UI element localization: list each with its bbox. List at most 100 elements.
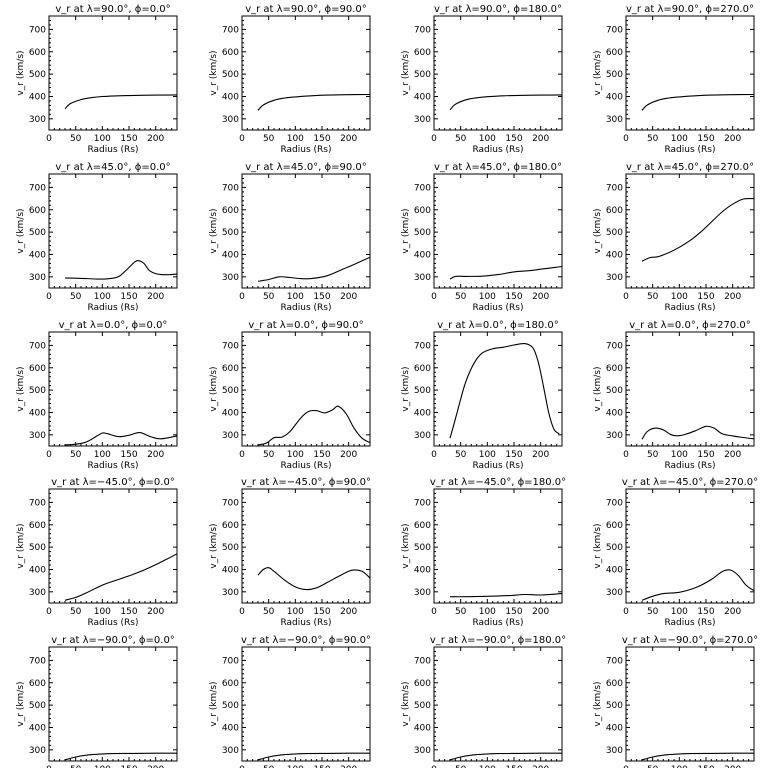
panel-title: v_r at λ=−90.0°, ϕ=270.0°	[622, 635, 758, 646]
y-tick-label: 400	[414, 92, 431, 102]
y-axis-label: v_r (km/s)	[593, 523, 603, 568]
x-tick-label: 50	[263, 765, 275, 768]
panel-title: v_r at λ=0.0°, ϕ=0.0°	[59, 320, 168, 331]
y-tick-label: 300	[414, 588, 431, 598]
x-tick-label: 200	[724, 450, 741, 460]
y-tick-label: 600	[414, 364, 431, 374]
panel-1: v_r at λ=90.0°, ϕ=90.0° 0 50 100 150 200 300 40…	[209, 4, 371, 155]
panel-10: v_r at λ=0.0°, ϕ=180.0° 0 50 100 150 200 300 40…	[401, 320, 563, 471]
y-tick-label: 700	[606, 183, 623, 193]
x-axis-label: Radius (Rs)	[87, 145, 138, 155]
panel-title: v_r at λ=90.0°, ϕ=0.0°	[55, 4, 170, 15]
y-tick-label: 400	[222, 92, 239, 102]
x-tick-label: 0	[239, 607, 245, 617]
x-axis-label: Radius (Rs)	[280, 303, 331, 313]
series-line	[64, 94, 178, 110]
y-tick-label: 400	[29, 92, 46, 102]
x-tick-label: 0	[623, 607, 629, 617]
y-tick-label: 500	[414, 386, 431, 396]
y-axis-label: v_r (km/s)	[593, 681, 603, 726]
y-tick-label: 500	[29, 386, 46, 396]
x-tick-label: 100	[287, 134, 304, 144]
y-tick-label: 700	[606, 341, 623, 351]
x-tick-label: 0	[46, 765, 52, 768]
x-tick-label: 150	[697, 607, 714, 617]
y-tick-label: 400	[414, 723, 431, 733]
x-tick-label: 0	[431, 765, 437, 768]
y-tick-label: 300	[29, 273, 46, 283]
x-tick-label: 150	[697, 765, 714, 768]
y-tick-label: 300	[222, 431, 239, 441]
x-tick-label: 100	[479, 765, 496, 768]
panel-title: v_r at λ=−45.0°, ϕ=90.0°	[241, 477, 371, 488]
y-tick-label: 600	[29, 206, 46, 216]
x-tick-label: 100	[287, 765, 304, 768]
x-tick-label: 50	[263, 607, 275, 617]
y-tick-label: 600	[606, 364, 623, 374]
panel-8: v_r at λ=0.0°, ϕ=0.0° 0 50 100 150 200 300 400 5…	[16, 320, 178, 471]
series-line	[64, 432, 178, 446]
y-tick-label: 700	[414, 341, 431, 351]
x-tick-label: 150	[505, 134, 522, 144]
plot-frame	[48, 488, 178, 604]
panel-title: v_r at λ=90.0°, ϕ=270.0°	[626, 4, 754, 15]
y-tick-label: 600	[29, 48, 46, 58]
y-axis-label: v_r (km/s)	[401, 50, 411, 95]
panel-title: v_r at λ=0.0°, ϕ=270.0°	[629, 320, 751, 331]
x-axis-label: Radius (Rs)	[280, 461, 331, 471]
x-tick-label: 100	[479, 134, 496, 144]
series-line	[449, 94, 563, 111]
x-tick-label: 0	[623, 450, 629, 460]
y-tick-label: 300	[606, 431, 623, 441]
y-tick-label: 700	[606, 25, 623, 35]
y-tick-label: 500	[222, 701, 239, 711]
x-tick-label: 50	[263, 292, 275, 302]
x-tick-label: 50	[647, 450, 659, 460]
x-tick-label: 0	[46, 292, 52, 302]
panel-17: v_r at λ=−90.0°, ϕ=90.0° 0 50 100 150 200 300 4…	[209, 635, 371, 768]
x-tick-label: 50	[647, 134, 659, 144]
x-tick-label: 50	[455, 765, 467, 768]
panel-3: v_r at λ=90.0°, ϕ=270.0° 0 50 100 150 200 300 4…	[593, 4, 755, 155]
series-line	[641, 425, 755, 440]
x-tick-label: 100	[479, 292, 496, 302]
panel-title: v_r at λ=0.0°, ϕ=180.0°	[437, 320, 559, 331]
x-tick-label: 200	[340, 765, 357, 768]
x-tick-label: 100	[94, 765, 111, 768]
plot-frame	[241, 15, 371, 131]
x-tick-label: 0	[46, 607, 52, 617]
y-tick-label: 300	[222, 588, 239, 598]
y-tick-label: 700	[414, 25, 431, 35]
x-tick-label: 100	[94, 134, 111, 144]
y-tick-label: 600	[222, 521, 239, 531]
y-tick-label: 700	[606, 656, 623, 666]
y-tick-label: 400	[606, 565, 623, 575]
y-tick-label: 500	[414, 228, 431, 238]
y-tick-label: 600	[29, 679, 46, 689]
panel-0: v_r at λ=90.0°, ϕ=0.0° 0 50 100 150 200 300 400…	[16, 4, 178, 155]
series-line	[257, 93, 371, 111]
y-tick-label: 300	[414, 273, 431, 283]
x-tick-label: 150	[505, 450, 522, 460]
x-tick-label: 0	[239, 292, 245, 302]
x-tick-label: 150	[697, 450, 714, 460]
y-tick-label: 300	[29, 588, 46, 598]
panel-4: v_r at λ=45.0°, ϕ=0.0° 0 50 100 150 200 300 400…	[16, 162, 178, 313]
panel-title: v_r at λ=90.0°, ϕ=90.0°	[245, 4, 367, 15]
panel-5: v_r at λ=45.0°, ϕ=90.0° 0 50 100 150 200 300 40…	[209, 162, 371, 313]
y-tick-label: 600	[29, 521, 46, 531]
x-tick-label: 200	[532, 607, 549, 617]
x-tick-label: 200	[340, 134, 357, 144]
panel-13: v_r at λ=−45.0°, ϕ=90.0° 0 50 100 150 200 300 4…	[209, 477, 371, 628]
y-tick-label: 600	[414, 679, 431, 689]
panel-15: v_r at λ=−45.0°, ϕ=270.0° 0 50 100 150 200 300…	[593, 477, 758, 628]
y-tick-label: 400	[222, 723, 239, 733]
x-tick-label: 200	[147, 765, 164, 768]
y-tick-label: 500	[222, 228, 239, 238]
y-tick-label: 600	[222, 206, 239, 216]
y-axis-label: v_r (km/s)	[209, 681, 219, 726]
panel-title: v_r at λ=45.0°, ϕ=180.0°	[434, 162, 562, 173]
panel-title: v_r at λ=90.0°, ϕ=180.0°	[434, 4, 562, 15]
x-tick-label: 150	[505, 607, 522, 617]
y-tick-label: 400	[414, 408, 431, 418]
